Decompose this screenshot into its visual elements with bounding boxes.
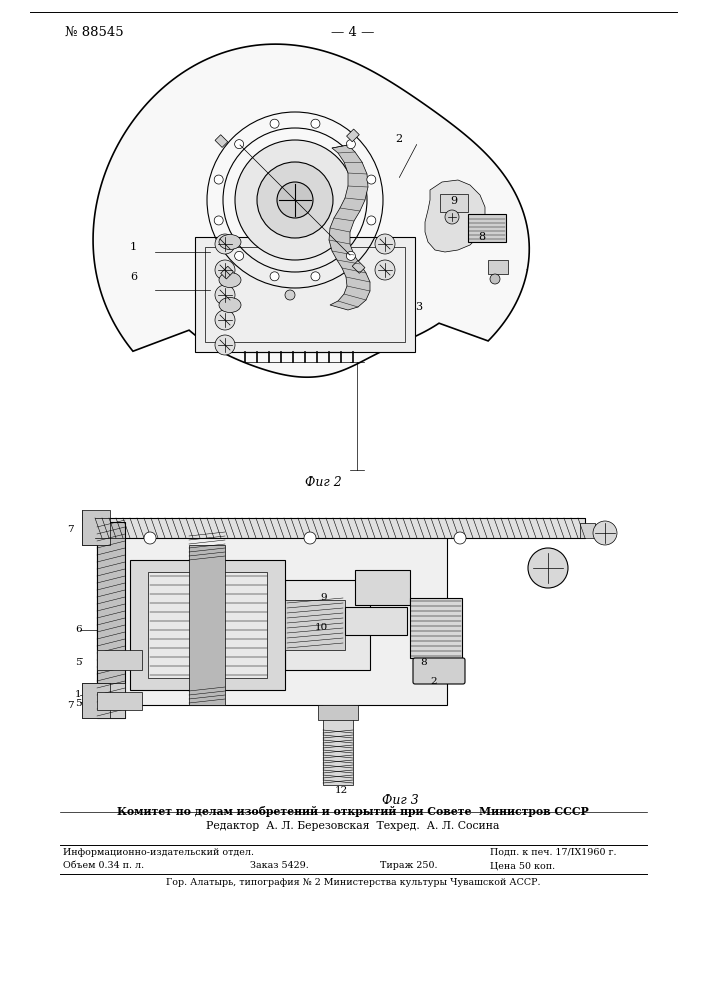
Bar — [215, 135, 228, 147]
Circle shape — [144, 532, 156, 544]
Text: № 88545: № 88545 — [65, 25, 124, 38]
Circle shape — [528, 548, 568, 588]
Text: 5: 5 — [75, 699, 81, 708]
Bar — [285, 600, 345, 650]
Text: Объем 0.34 п. л.: Объем 0.34 п. л. — [63, 861, 144, 870]
Text: 1: 1 — [130, 242, 137, 252]
Bar — [355, 570, 410, 605]
Bar — [205, 247, 405, 342]
Bar — [323, 705, 353, 785]
Bar — [285, 580, 370, 670]
Text: Информационно-издательский отдел.: Информационно-издательский отдел. — [63, 848, 254, 857]
Circle shape — [270, 119, 279, 128]
Text: Тираж 250.: Тираж 250. — [380, 861, 438, 870]
Circle shape — [235, 140, 244, 149]
Text: Фиг 3: Фиг 3 — [382, 794, 419, 806]
Text: 9: 9 — [450, 196, 457, 206]
Text: 1: 1 — [75, 690, 81, 699]
Text: 7: 7 — [67, 525, 74, 534]
Bar — [82, 683, 110, 718]
Circle shape — [235, 251, 244, 260]
Text: Подп. к печ. 17/IX1960 г.: Подп. к печ. 17/IX1960 г. — [490, 848, 617, 857]
Bar — [189, 545, 225, 705]
Text: 5: 5 — [75, 658, 81, 667]
Bar — [410, 598, 462, 658]
Bar — [318, 705, 358, 720]
Bar — [97, 692, 142, 710]
Text: Заказ 5429.: Заказ 5429. — [250, 861, 309, 870]
Polygon shape — [329, 145, 370, 310]
Circle shape — [277, 182, 313, 218]
Bar — [195, 237, 415, 352]
Text: Редактор  А. Л. Березовская  Техред.  А. Л. Сосина: Редактор А. Л. Березовская Техред. А. Л.… — [206, 821, 500, 831]
Bar — [221, 266, 233, 279]
Text: 8: 8 — [420, 658, 426, 667]
Circle shape — [270, 272, 279, 281]
Bar — [82, 517, 102, 545]
Text: — 4 —: — 4 — — [332, 25, 375, 38]
Bar — [97, 522, 125, 718]
Text: 7: 7 — [67, 701, 74, 710]
Polygon shape — [425, 180, 485, 252]
Bar — [82, 510, 110, 545]
Circle shape — [285, 290, 295, 300]
FancyBboxPatch shape — [413, 658, 465, 684]
Text: Фиг 2: Фиг 2 — [305, 477, 341, 489]
Circle shape — [593, 521, 617, 545]
Bar — [440, 194, 468, 212]
Text: 6: 6 — [130, 272, 137, 282]
Text: 3: 3 — [415, 302, 422, 312]
Ellipse shape — [219, 298, 241, 312]
Text: Гор. Алатырь, типография № 2 Министерства культуры Чувашской АССР.: Гор. Алатырь, типография № 2 Министерств… — [165, 878, 540, 887]
Text: 12: 12 — [335, 786, 349, 795]
Circle shape — [215, 335, 235, 355]
Text: 9: 9 — [320, 593, 327, 602]
Text: 8: 8 — [478, 232, 485, 242]
Bar — [148, 572, 267, 678]
Text: 2: 2 — [395, 134, 402, 144]
Bar — [82, 683, 125, 718]
Bar — [346, 129, 359, 142]
Text: Цена 50 коп.: Цена 50 коп. — [490, 861, 555, 870]
Circle shape — [311, 272, 320, 281]
Circle shape — [214, 216, 223, 225]
Bar — [95, 518, 585, 538]
Bar — [468, 214, 506, 242]
Circle shape — [215, 260, 235, 280]
Circle shape — [445, 210, 459, 224]
Bar — [97, 537, 447, 705]
Circle shape — [346, 251, 356, 260]
Polygon shape — [93, 44, 530, 377]
Ellipse shape — [219, 234, 241, 249]
Circle shape — [304, 532, 316, 544]
Circle shape — [490, 274, 500, 284]
Bar — [130, 560, 285, 690]
Circle shape — [454, 532, 466, 544]
Text: Комитет по делам изобретений и открытий при Совете  Министров СССР: Комитет по делам изобретений и открытий … — [117, 806, 589, 817]
Circle shape — [375, 260, 395, 280]
Bar — [488, 260, 508, 274]
Circle shape — [375, 234, 395, 254]
Ellipse shape — [219, 272, 241, 288]
Circle shape — [215, 234, 235, 254]
Bar — [580, 523, 595, 538]
Circle shape — [214, 175, 223, 184]
Circle shape — [215, 310, 235, 330]
Circle shape — [367, 175, 376, 184]
Circle shape — [257, 162, 333, 238]
Text: 6: 6 — [75, 625, 81, 634]
Circle shape — [346, 140, 356, 149]
Bar — [345, 607, 407, 635]
Text: 10: 10 — [315, 623, 328, 632]
Bar — [97, 650, 142, 670]
Circle shape — [311, 119, 320, 128]
Circle shape — [215, 285, 235, 305]
Bar — [352, 261, 365, 273]
Circle shape — [235, 140, 355, 260]
Text: 2: 2 — [430, 677, 437, 686]
Circle shape — [367, 216, 376, 225]
